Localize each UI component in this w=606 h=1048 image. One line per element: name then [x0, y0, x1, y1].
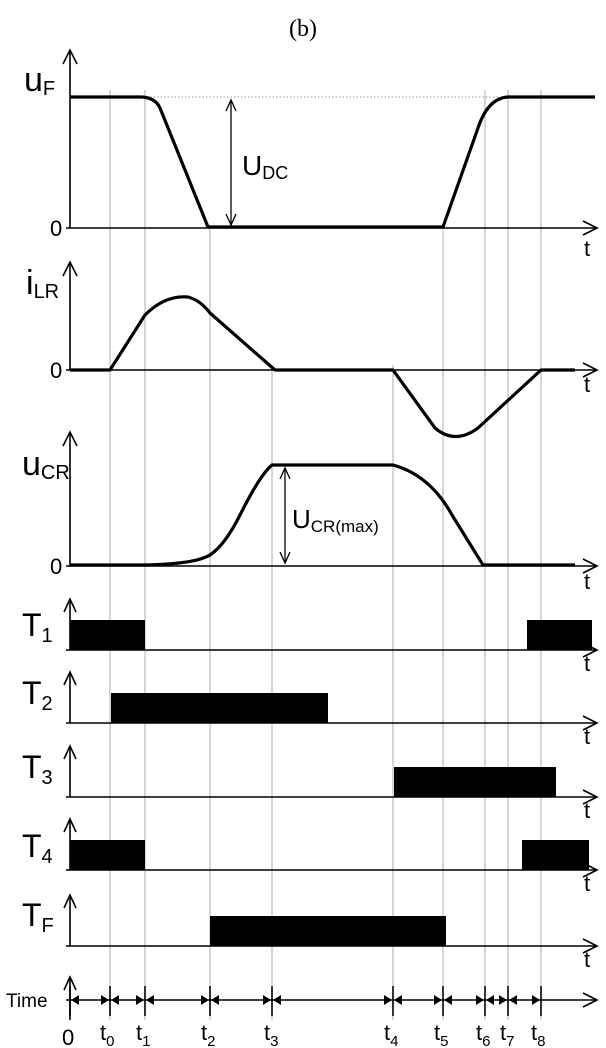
T4-on-bar	[70, 840, 145, 870]
TF-signal-label: TF	[22, 897, 54, 937]
interval-arrowheads	[486, 995, 507, 1005]
T3-on-bar	[394, 767, 556, 797]
T2-signal-label: T2	[22, 675, 53, 715]
uF-zero-label: 0	[50, 216, 62, 241]
TF-t-label: t	[584, 947, 590, 972]
T4-on-intervals	[70, 840, 589, 870]
T4-on-bar	[522, 840, 589, 870]
interval-arrowheads	[111, 995, 144, 1005]
time-tick-label: t2	[201, 1020, 215, 1048]
figure-caption: (b)	[289, 16, 317, 42]
iLR-panel: iLR 0 t	[26, 260, 599, 439]
T1-on-intervals	[70, 620, 592, 650]
T2-on-bar	[111, 693, 328, 723]
T1-on-bar	[70, 620, 145, 650]
TF-on-bar	[210, 916, 446, 946]
T1-t-label: t	[584, 651, 590, 676]
time-tick-label: t1	[136, 1020, 150, 1048]
uF-waveform	[70, 95, 595, 229]
T2-panel: T2 t	[22, 670, 599, 749]
uF-t-label: t	[584, 236, 590, 261]
iLR-signal-label: iLR	[26, 264, 59, 303]
uF-dim-label: UDC	[242, 150, 288, 183]
T3-t-label: t	[584, 798, 590, 823]
time-axis-label: Time	[6, 991, 48, 1012]
uCR-t-label: t	[584, 569, 590, 594]
T2-on-intervals	[111, 693, 328, 723]
time-tick-labels: t0 t1 t2 t3 t4 t5 t6 t7 t8	[100, 1020, 545, 1048]
iLR-zero-label: 0	[50, 358, 62, 383]
time-tick-label: t3	[264, 1020, 278, 1048]
T3-panel: T3 t	[22, 744, 599, 823]
time-axis-panel: Time 0 t0 t1 t2 t3 t4 t5 t6 t7 t8	[6, 975, 599, 1048]
T3-on-intervals	[394, 767, 556, 797]
time-tick-label: t0	[100, 1020, 114, 1048]
interval-arrows	[69, 986, 542, 1016]
time-tick-label: t8	[531, 1020, 545, 1048]
time-tick-label: t7	[500, 1020, 514, 1048]
time-tick-label: t4	[384, 1020, 398, 1048]
T1-panel: T1 t	[22, 597, 599, 676]
T4-t-label: t	[584, 871, 590, 896]
iLR-t-label: t	[584, 372, 590, 397]
time-tick-label: t5	[434, 1020, 448, 1048]
uCR-panel: uCR 0 t UCR(max)	[22, 430, 599, 594]
T3-signal-label: T3	[22, 749, 53, 789]
interval-arrowheads	[71, 995, 109, 1005]
T2-t-label: t	[584, 724, 590, 749]
uCR-signal-label: uCR	[22, 445, 70, 484]
T1-on-bar	[527, 620, 592, 650]
TF-panel: TF t	[22, 893, 599, 972]
interval-arrowheads	[509, 995, 540, 1005]
uF-panel: uF 0 t UDC	[24, 48, 599, 261]
uCR-dim-label: UCR(max)	[292, 504, 379, 536]
time-origin-label: 0	[62, 1025, 74, 1048]
TF-on-intervals	[210, 916, 446, 946]
iLR-waveform	[70, 295, 575, 439]
uCR-waveform	[70, 463, 575, 567]
T4-panel: T4 t	[22, 817, 599, 896]
time-tick-label: t6	[476, 1020, 490, 1048]
interval-arrowheads	[444, 995, 484, 1005]
T4-signal-label: T4	[22, 828, 53, 868]
uF-signal-label: uF	[24, 61, 55, 100]
uCR-zero-label: 0	[50, 554, 62, 579]
T1-signal-label: T1	[22, 607, 53, 647]
